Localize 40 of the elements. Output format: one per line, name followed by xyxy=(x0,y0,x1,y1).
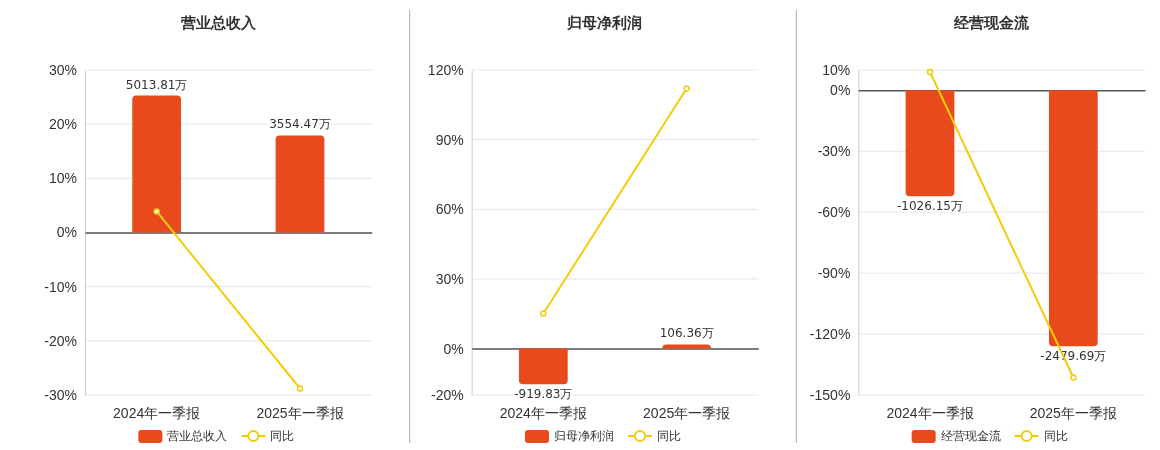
y-tick-label: -60% xyxy=(817,204,851,221)
x-tick-label: 2024年一季报 xyxy=(113,404,201,421)
data-label: 5013.81万 xyxy=(125,77,188,92)
y-tick-label: -30% xyxy=(44,386,77,403)
x-tick-label: 2025年一季报 xyxy=(1029,404,1117,421)
legend-label: 同比 xyxy=(270,429,295,443)
y-tick-label: 0% xyxy=(443,340,464,357)
x-tick-label: 2025年一季报 xyxy=(256,404,344,421)
y-tick-label: 10% xyxy=(822,61,851,78)
y-tick-label: 20% xyxy=(48,116,77,133)
y-tick-label: -120% xyxy=(809,326,851,343)
y-tick-label: -10% xyxy=(44,278,77,295)
data-label: -919.83万 xyxy=(514,387,573,402)
legend-label: 同比 xyxy=(1043,429,1068,443)
data-label: 106.36万 xyxy=(659,326,714,341)
legend-label: 归母净利润 xyxy=(554,429,614,443)
y-tick-label: 10% xyxy=(48,170,77,187)
chart-title: 经营现金流 xyxy=(953,14,1031,32)
y-tick-label: -150% xyxy=(809,386,851,403)
x-tick-label: 2025年一季报 xyxy=(643,404,731,421)
y-tick-label: -90% xyxy=(817,265,851,282)
x-tick-label: 2024年一季报 xyxy=(499,404,587,421)
y-tick-label: 60% xyxy=(435,201,464,218)
y-tick-label: 90% xyxy=(435,131,464,148)
y-tick-label: 30% xyxy=(435,270,464,287)
legend-label: 经营现金流 xyxy=(940,429,1001,443)
y-tick-label: 30% xyxy=(48,61,77,78)
data-label: 3554.47万 xyxy=(269,117,331,132)
x-tick-label: 2024年一季报 xyxy=(886,404,974,421)
legend-label: 营业总收入 xyxy=(167,429,228,443)
chart-title: 归母净利润 xyxy=(566,14,643,32)
y-tick-label: 0% xyxy=(56,224,77,241)
y-tick-label: -20% xyxy=(430,386,464,403)
y-tick-label: -30% xyxy=(817,143,851,160)
y-tick-label: 0% xyxy=(830,82,851,99)
y-tick-label: 120% xyxy=(427,61,464,78)
legend-label: 同比 xyxy=(657,429,681,443)
chart-title: 营业总收入 xyxy=(179,14,257,32)
data-label: -1026.15万 xyxy=(897,199,963,214)
y-tick-label: -20% xyxy=(44,332,77,349)
